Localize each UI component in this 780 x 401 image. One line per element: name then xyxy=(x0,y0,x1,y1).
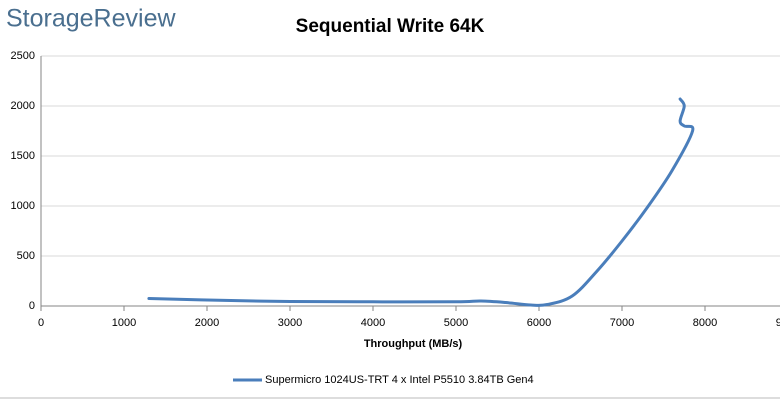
x-tick-label: 1000 xyxy=(112,317,136,329)
series-line xyxy=(147,97,695,307)
x-tick-label: 4000 xyxy=(361,317,385,329)
legend-label: Supermicro 1024US-TRT 4 x Intel P5510 3.… xyxy=(265,374,534,386)
x-tick-label: 3000 xyxy=(278,317,302,329)
x-tick-label: 7000 xyxy=(610,317,634,329)
x-axis-label: Throughput (MB/s) xyxy=(364,338,463,350)
x-tick-label: 2000 xyxy=(195,317,219,329)
y-tick-label: 500 xyxy=(17,250,35,262)
x-tick-label: 6000 xyxy=(527,317,551,329)
y-tick-label: 2000 xyxy=(11,100,35,112)
x-tick-label: 8000 xyxy=(693,317,717,329)
y-tick-label: 1000 xyxy=(11,200,35,212)
y-tick-label: 1500 xyxy=(11,150,35,162)
x-tick-label: 9000 xyxy=(776,317,780,329)
x-tick-label: 0 xyxy=(38,317,44,329)
logo: StorageReview xyxy=(6,5,176,33)
chart-title: Sequential Write 64K xyxy=(296,16,485,37)
x-tick-label: 5000 xyxy=(444,317,468,329)
y-tick-label: 2500 xyxy=(11,50,35,62)
y-tick-label: 0 xyxy=(29,300,35,312)
